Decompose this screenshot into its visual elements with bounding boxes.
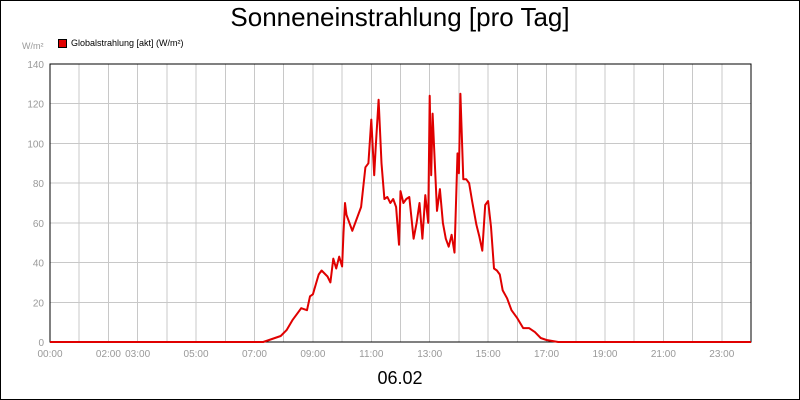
x-tick-label: 09:00 <box>300 349 325 360</box>
legend-label: Globalstrahlung [akt] (W/m²) <box>71 38 184 48</box>
x-tick-label: 02:00 <box>96 349 121 360</box>
x-tick-label: 00:00 <box>37 349 62 360</box>
legend: Globalstrahlung [akt] (W/m²) <box>58 38 184 48</box>
legend-swatch <box>58 38 67 48</box>
y-tick-label: 120 <box>27 100 44 111</box>
x-tick-label: 07:00 <box>242 349 267 360</box>
x-tick-label: 15:00 <box>476 349 501 360</box>
chart-title: Sonneneinstrahlung [pro Tag] <box>230 2 570 32</box>
x-tick-label: 05:00 <box>184 349 209 360</box>
x-tick-label: 17:00 <box>534 349 559 360</box>
plot-border <box>49 63 752 343</box>
y-tick-label: 100 <box>27 139 44 150</box>
y-tick-label: 40 <box>33 259 45 270</box>
y-tick-label: 20 <box>33 298 45 309</box>
y-unit-label: W/m² <box>22 41 44 51</box>
x-tick-label: 03:00 <box>125 349 150 360</box>
x-tick-label: 21:00 <box>651 349 676 360</box>
x-tick-label: 23:00 <box>709 349 734 360</box>
y-tick-label: 0 <box>38 338 44 349</box>
x-tick-label: 19:00 <box>592 349 617 360</box>
y-tick-label: 80 <box>33 179 45 190</box>
x-tick-label: 11:00 <box>359 349 384 360</box>
x-tick-label: 13:00 <box>417 349 442 360</box>
date-label: 06.02 <box>377 368 423 388</box>
series-line <box>50 92 751 343</box>
y-tick-label: 140 <box>27 60 44 71</box>
y-tick-label: 60 <box>33 219 45 230</box>
